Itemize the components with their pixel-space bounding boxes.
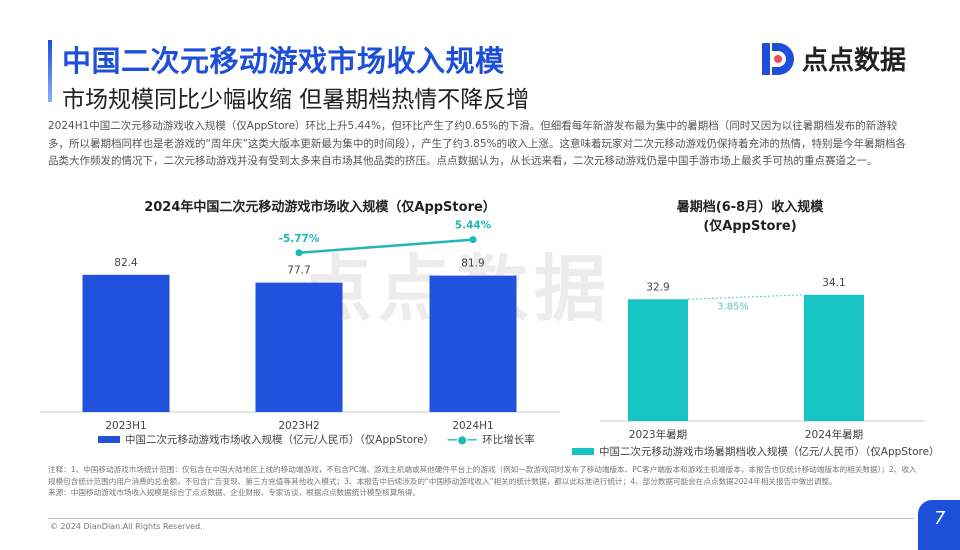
bar-value-label: 81.9 bbox=[461, 258, 484, 270]
bar-2023H1 bbox=[82, 274, 170, 412]
logo-icon bbox=[762, 42, 794, 75]
copyright: © 2024 DianDian.All Rights Reserved. bbox=[50, 522, 203, 531]
growth-line bbox=[298, 238, 474, 254]
logo-text: 点点数据 bbox=[802, 46, 907, 76]
growth-connector bbox=[687, 294, 805, 300]
legend-swatch-summer bbox=[572, 448, 594, 455]
x-tick-label: 2023年暑期 bbox=[629, 428, 687, 441]
logo: 点点数据 bbox=[760, 40, 906, 77]
page-title: 中国二次元移动游戏市场收入规模 bbox=[62, 44, 505, 78]
x-tick-label: 2024H1 bbox=[452, 420, 493, 432]
summary-paragraph: 2024H1中国二次元移动游戏收入规模（仅AppStore）环比上升5.44%，… bbox=[48, 120, 906, 167]
chart2-title-line1: 暑期档(6-8月）收入规模 bbox=[676, 200, 824, 215]
footer-divider bbox=[48, 518, 914, 519]
bar-2023年暑期 bbox=[628, 299, 688, 421]
chart2-legend: 中国二次元移动游戏市场暑期档收入规模（亿元/人民币）（仅AppStore） bbox=[572, 444, 940, 459]
chart2-title-line2: (仅AppStore) bbox=[703, 219, 797, 234]
chart2-title: 暑期档(6-8月）收入规模 (仅AppStore) bbox=[620, 196, 880, 234]
chart1-legend: 中国二次元移动游戏市场收入规模（亿元/人民币）（仅AppStore） —●— 环… bbox=[98, 432, 535, 447]
legend-label-revenue: 中国二次元移动游戏市场收入规模（亿元/人民币）（仅AppStore） bbox=[125, 434, 435, 446]
x-tick-label: 2023H2 bbox=[278, 420, 319, 432]
note-text: 注释：1、中国移动游戏市场统计范围：仅包含在中国大陆地区上线的移动端游戏，不包含… bbox=[48, 465, 917, 486]
legend-swatch-line: —●— bbox=[447, 433, 478, 446]
x-tick-label: 2024年暑期 bbox=[805, 428, 863, 441]
growth-label: 5.44% bbox=[455, 220, 492, 232]
chart1-title: 2024年中国二次元移动游戏市场收入规模（仅AppStore） bbox=[144, 200, 496, 215]
growth-point bbox=[295, 249, 303, 257]
bar-value-label: 32.9 bbox=[646, 281, 669, 293]
bar-2023H2 bbox=[255, 282, 343, 412]
bar-value-label: 34.1 bbox=[822, 277, 845, 289]
page-number: 7 bbox=[918, 500, 960, 550]
page-subtitle: 市场规模同比少幅收缩 但暑期档热情不降反增 bbox=[62, 87, 530, 113]
source-text: 来源：中国移动游戏市场收入规模是综合了点点数据、企业财报、专家访谈，根据点点数据… bbox=[48, 488, 421, 497]
legend-label-growth: 环比增长率 bbox=[482, 434, 535, 446]
growth-label: -5.77% bbox=[279, 233, 320, 245]
growth-point bbox=[469, 236, 477, 244]
x-tick-label: 2023H1 bbox=[105, 420, 146, 432]
bar-value-label: 77.7 bbox=[287, 265, 310, 277]
bar-value-label: 82.4 bbox=[114, 257, 138, 269]
bar-2024H1 bbox=[429, 275, 517, 412]
notes: 注释：1、中国移动游戏市场统计范围：仅包含在中国大陆地区上线的移动端游戏，不包含… bbox=[48, 464, 918, 499]
growth-annotation: 3.85% bbox=[717, 301, 749, 312]
legend-label-summer: 中国二次元移动游戏市场暑期档收入规模（亿元/人民币）（仅AppStore） bbox=[599, 446, 940, 458]
title-accent-bar bbox=[48, 40, 52, 102]
bar-2024年暑期 bbox=[804, 294, 864, 421]
legend-swatch-bar bbox=[98, 436, 120, 443]
